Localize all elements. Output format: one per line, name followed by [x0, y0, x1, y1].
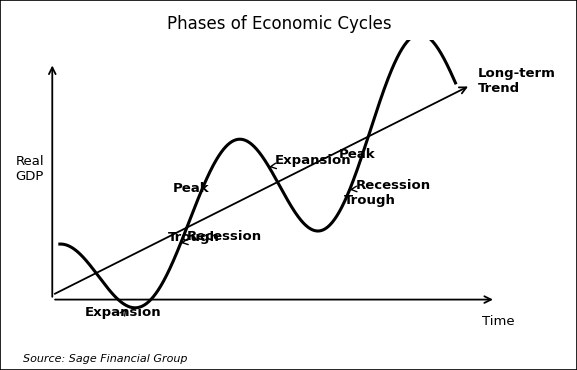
- Text: Trough: Trough: [344, 195, 396, 208]
- Text: Expansion: Expansion: [85, 306, 162, 319]
- Text: Peak: Peak: [339, 148, 376, 161]
- Text: Long-term
Trend: Long-term Trend: [478, 67, 556, 95]
- Text: Source: Sage Financial Group: Source: Sage Financial Group: [23, 354, 188, 364]
- Text: Time: Time: [482, 315, 515, 329]
- Text: Trough: Trough: [167, 231, 219, 244]
- Text: Recession: Recession: [181, 230, 262, 245]
- Text: Real
GDP: Real GDP: [15, 155, 44, 183]
- Title: Phases of Economic Cycles: Phases of Economic Cycles: [167, 15, 391, 33]
- Text: Recession: Recession: [350, 179, 431, 192]
- Text: Peak: Peak: [173, 182, 209, 195]
- Text: Expansion: Expansion: [269, 154, 351, 169]
